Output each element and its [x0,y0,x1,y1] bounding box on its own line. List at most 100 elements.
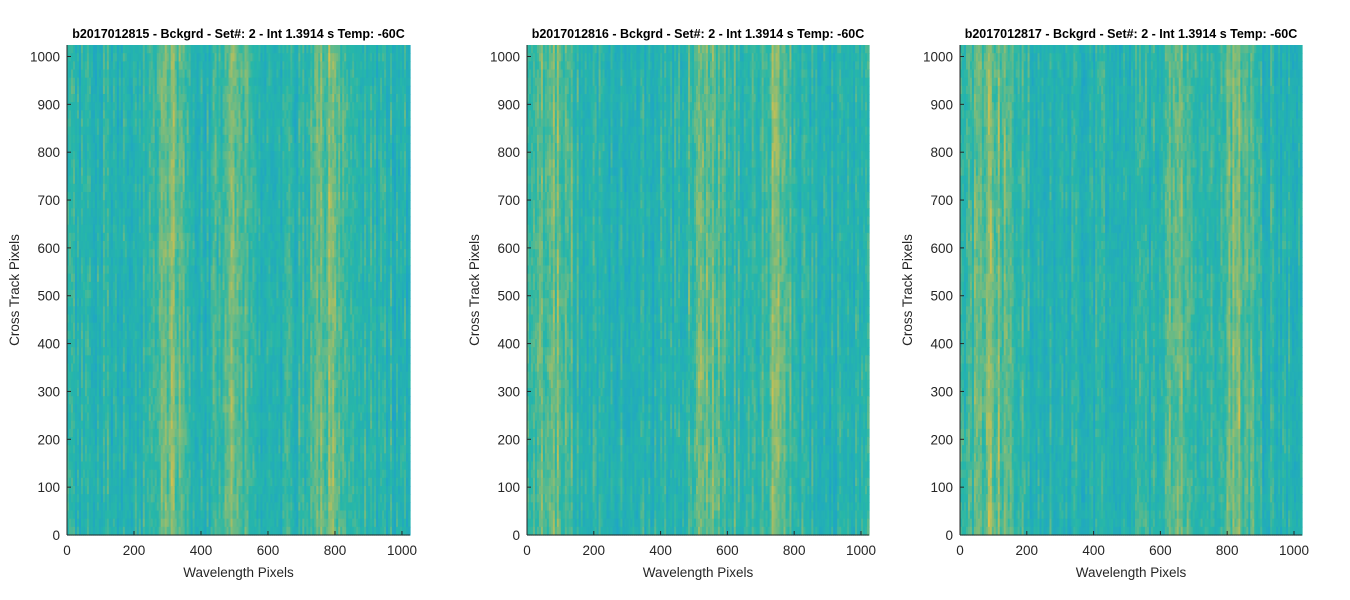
heatmap-cell [128,167,132,177]
heatmap-cell [84,134,88,144]
heatmap-cell [100,306,104,316]
heatmap-cell [138,126,142,136]
heatmap-cell [106,192,110,201]
heatmap-cell [126,183,130,193]
heatmap-cell [106,273,110,283]
heatmap-cell [100,183,104,193]
heatmap-cell [144,175,148,185]
heatmap-cell [114,404,118,414]
heatmap-cell [78,412,82,422]
heatmap-cell [104,298,108,307]
heatmap-cell [140,298,144,307]
heatmap-cell [130,273,134,283]
heatmap-cell [124,510,128,520]
heatmap-cell [102,200,106,209]
heatmap-cell [67,445,70,454]
heatmap-cell [132,469,136,479]
heatmap-cell [134,388,138,397]
heatmap-cell [96,363,100,373]
heatmap-cell [112,388,116,397]
heatmap-cell [108,61,112,71]
heatmap-cell [142,69,146,79]
heatmap-cell [138,379,142,389]
heatmap-cell [68,437,72,446]
heatmap-cell [67,118,70,128]
heatmap-cell [80,330,84,340]
heatmap-cell [74,94,78,103]
heatmap-cell [142,526,146,536]
heatmap-cell [82,175,86,185]
heatmap-cell [74,518,78,528]
heatmap-cell [68,469,72,479]
heatmap-cell [84,428,88,438]
heatmap-cell [82,45,86,54]
heatmap-cell [90,159,94,169]
heatmap-cell [82,396,86,405]
heatmap-cell [122,257,126,267]
heatmap-cell [98,175,102,185]
heatmap-cell [122,339,126,348]
heatmap-cell [82,126,86,136]
heatmap-cell [74,273,78,283]
heatmap-cell [88,224,92,234]
heatmap-cell [104,469,108,479]
heatmap-cell [98,102,102,111]
heatmap-cell [120,241,124,250]
heatmap-cell [98,200,102,209]
heatmap-cell [82,192,86,201]
heatmap-cell [106,281,110,291]
heatmap-cell [130,388,134,397]
heatmap-cell [132,347,136,356]
heatmap-cell [84,192,88,201]
heatmap-cell [132,265,136,275]
heatmap-cell [134,143,138,152]
heatmap-cell [136,445,140,454]
heatmap-cell [126,159,130,169]
heatmap-cell [132,77,136,87]
heatmap-cell [72,453,76,463]
heatmap-cell [102,241,106,250]
heatmap-cell [112,53,116,62]
heatmap-cell [134,371,138,381]
heatmap-cell [74,396,78,405]
heatmap-cell [118,518,122,528]
heatmap-cell [144,110,148,120]
heatmap-cell [96,257,100,267]
heatmap-cell [142,486,146,495]
heatmap-cell [70,428,74,438]
heatmap-cell [114,167,118,177]
heatmap-cell [98,494,102,503]
heatmap-cell [70,477,74,487]
heatmap-cell [74,126,78,136]
heatmap-cell [108,412,112,422]
heatmap-cell [136,420,140,430]
heatmap-cell [138,298,142,307]
heatmap-cell [90,257,94,267]
heatmap-cell [134,249,138,258]
heatmap-cell [86,371,90,381]
heatmap-cell [128,363,132,373]
heatmap-cell [68,45,72,54]
heatmap-cell [126,379,130,389]
heatmap-cell [102,167,106,177]
heatmap-cell [126,371,130,381]
heatmap-cell [114,232,118,242]
heatmap-cell [80,53,84,62]
heatmap-cell [112,298,116,307]
heatmap-cell [138,216,142,226]
heatmap-cell [122,322,126,332]
heatmap-cell [90,347,94,356]
heatmap-cell [116,224,120,234]
heatmap-cell [128,208,132,218]
heatmap-cell [116,45,120,54]
heatmap-cell [92,257,96,267]
heatmap-cell [114,110,118,120]
heatmap-cell [120,388,124,397]
heatmap-cell [88,85,92,95]
heatmap-cell [122,314,126,324]
heatmap-cell [110,379,114,389]
heatmap-cell [84,412,88,422]
heatmap-cell [100,379,104,389]
heatmap-cell [102,502,106,512]
heatmap-cell [86,61,90,71]
